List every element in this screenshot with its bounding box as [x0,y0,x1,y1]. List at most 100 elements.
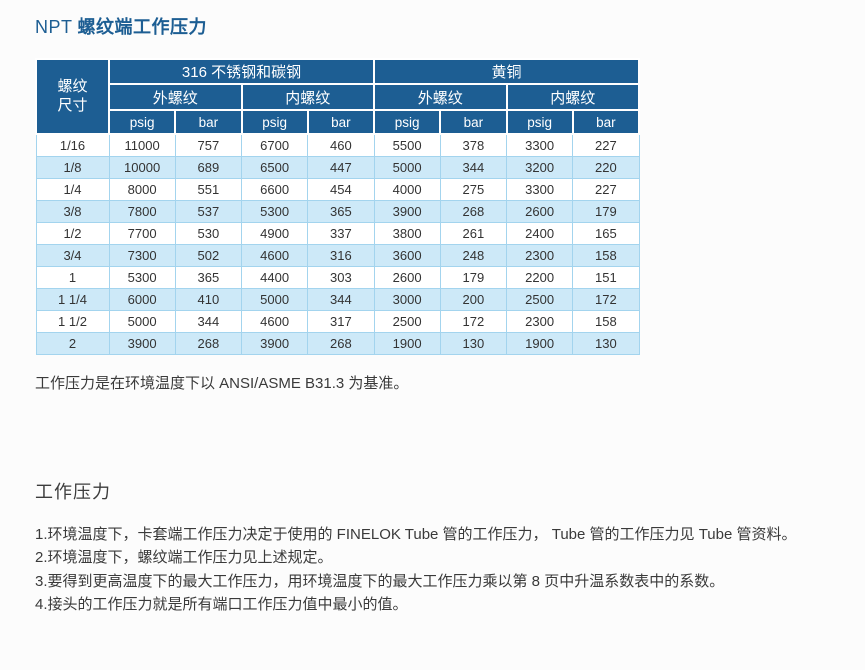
pressure-value-cell: 316 [307,243,375,267]
group-header-brass: 黄铜 [373,58,640,85]
thread-size-cell: 1 1/4 [35,287,110,311]
subgroup-header-male-brass: 外螺纹 [373,83,508,111]
pressure-value-cell: 10000 [108,155,176,179]
pressure-value-cell: 303 [307,265,375,289]
table-footnote: 工作压力是在环境温度下以 ANSI/ASME B31.3 为基准。 [35,374,409,392]
note-item: 1.环境温度下，卡套端工作压力决定于使用的 FINELOK Tube 管的工作压… [35,525,797,543]
pressure-value-cell: 3200 [505,155,574,179]
pressure-value-cell: 5000 [373,155,441,179]
pressure-value-cell: 5000 [240,287,309,311]
subgroup-header-male-316: 外螺纹 [108,83,243,111]
unit-header: bar [306,109,376,135]
pressure-value-cell: 7300 [108,243,176,267]
notes-list: 1.环境温度下，卡套端工作压力决定于使用的 FINELOK Tube 管的工作压… [35,523,865,617]
pressure-value-cell: 2600 [505,199,574,223]
table-row: 1/4 8000 551 6600 454 4000 275 3300 227 [35,177,640,201]
pressure-value-cell: 200 [439,287,508,311]
col-header-thread-size-label: 螺纹尺寸 [57,77,88,114]
pressure-table-header: 螺纹尺寸 316 不锈钢和碳钢 黄铜 外螺纹 内螺纹 外螺纹 内螺纹 psig … [35,58,641,135]
pressure-value-cell: 4400 [240,265,309,289]
pressure-value-cell: 151 [572,265,640,289]
unit-header: bar [174,109,243,135]
subgroup-header-female-316: 内螺纹 [240,83,375,111]
pressure-value-cell: 179 [439,265,508,289]
pressure-value-cell: 2200 [505,265,574,289]
pressure-value-cell: 275 [439,177,508,201]
subgroup-header-female-brass: 内螺纹 [505,83,640,111]
thread-size-cell: 1/2 [35,221,110,245]
pressure-value-cell: 6000 [108,287,176,311]
table-row: 3/4 7300 502 4600 316 3600 248 2300 158 [35,243,640,267]
title-main: 螺纹端工作压力 [77,17,207,37]
col-header-thread-size: 螺纹尺寸 [35,58,110,135]
thread-size-cell: 1/16 [35,133,110,157]
pressure-value-cell: 3300 [505,177,574,201]
pressure-value-cell: 5300 [240,199,309,223]
pressure-value-cell: 4900 [240,221,309,245]
pressure-value-cell: 7700 [108,221,176,245]
pressure-value-cell: 8000 [108,177,176,201]
table-row: 1 5300 365 4400 303 2600 179 2200 151 [35,265,640,289]
pressure-value-cell: 3900 [373,199,441,223]
pressure-value-cell: 2300 [505,309,574,333]
pressure-value-cell: 4600 [240,309,309,333]
thread-size-cell: 1/8 [35,155,110,179]
pressure-value-cell: 530 [174,221,243,245]
table-row: 1/2 7700 530 4900 337 3800 261 2400 165 [35,221,640,245]
pressure-value-cell: 410 [174,287,243,311]
note-item: 4.接头的工作压力就是所有端口工作压力值中最小的值。 [35,596,408,613]
group-header-316-stainless: 316 不锈钢和碳钢 [108,58,375,85]
pressure-value-cell: 447 [307,155,375,179]
pressure-value-cell: 2500 [373,309,441,333]
pressure-value-cell: 6700 [240,133,309,157]
pressure-value-cell: 3600 [373,243,441,267]
pressure-value-cell: 502 [174,243,243,267]
pressure-value-cell: 365 [307,199,375,223]
pressure-value-cell: 460 [307,133,375,157]
unit-header: psig [372,109,442,135]
pressure-value-cell: 2300 [505,243,574,267]
pressure-value-cell: 3900 [240,331,309,355]
thread-size-cell: 2 [35,331,110,355]
pressure-value-cell: 158 [572,309,640,333]
table-row: 2 3900 268 3900 268 1900 130 1900 130 [35,331,640,355]
pressure-value-cell: 261 [439,221,508,245]
pressure-value-cell: 268 [439,199,508,223]
pressure-value-cell: 378 [439,133,508,157]
note-item: 2.环境温度下，螺纹端工作压力见上述规定。 [35,549,333,566]
table-row: 1/16 11000 757 6700 460 5500 378 3300 227 [35,133,640,157]
pressure-value-cell: 7800 [108,199,176,223]
pressure-value-cell: 268 [307,331,375,355]
pressure-value-cell: 158 [572,243,640,267]
pressure-value-cell: 3800 [373,221,441,245]
pressure-value-cell: 11000 [108,133,176,157]
pressure-value-cell: 2500 [505,287,574,311]
thread-size-cell: 3/4 [35,243,110,267]
pressure-value-cell: 227 [572,177,640,201]
pressure-value-cell: 537 [174,199,243,223]
pressure-value-cell: 248 [439,243,508,267]
pressure-value-cell: 337 [307,221,375,245]
pressure-value-cell: 3300 [505,133,574,157]
pressure-value-cell: 6600 [240,177,309,201]
table-row: 3/8 7800 537 5300 365 3900 268 2600 179 [35,199,640,223]
pressure-value-cell: 5300 [108,265,176,289]
pressure-value-cell: 757 [174,133,243,157]
page-title: NPT 螺纹端工作压力 [35,13,865,39]
pressure-table-body: 1/16 11000 757 6700 460 5500 378 3300 227 1/8 1000… [35,133,640,355]
pressure-value-cell: 3000 [373,287,441,311]
pressure-value-cell: 268 [174,331,243,355]
pressure-value-cell: 172 [572,287,640,311]
pressure-table: 螺纹尺寸 316 不锈钢和碳钢 黄铜 外螺纹 内螺纹 外螺纹 内螺纹 psig … [35,58,641,355]
pressure-value-cell: 172 [439,309,508,333]
pressure-value-cell: 4600 [240,243,309,267]
pressure-value-cell: 6500 [240,155,309,179]
thread-size-cell: 1/4 [35,177,110,201]
thread-size-cell: 1 1/2 [35,309,110,333]
pressure-value-cell: 689 [174,155,243,179]
section-heading: 工作压力 [35,481,111,502]
pressure-value-cell: 551 [174,177,243,201]
pressure-value-cell: 2600 [373,265,441,289]
pressure-value-cell: 5500 [373,133,441,157]
